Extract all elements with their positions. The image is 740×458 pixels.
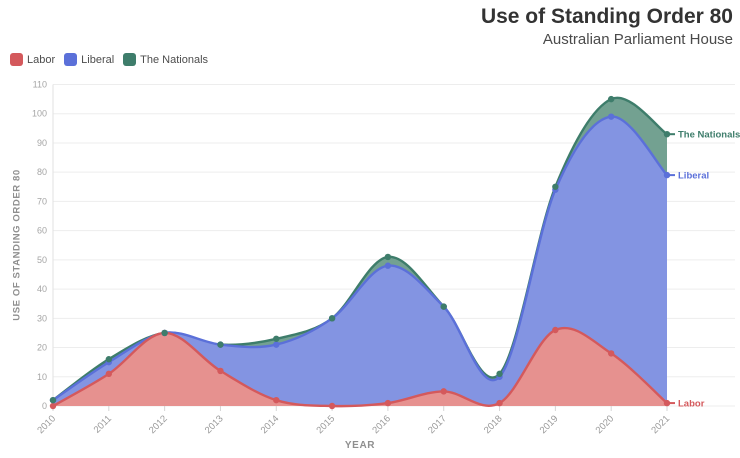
marker-the-nationals[interactable] (49, 396, 57, 404)
marker-the-nationals[interactable] (552, 183, 559, 190)
area-labor (53, 328, 667, 407)
marker-the-nationals[interactable] (105, 356, 113, 363)
marker-labor[interactable] (49, 402, 57, 410)
marker-liberal[interactable] (607, 113, 615, 120)
marker-the-nationals[interactable] (440, 303, 447, 310)
y-tick-label: 30 (37, 313, 47, 323)
marker-liberal[interactable] (663, 171, 671, 179)
marker-labor[interactable] (440, 388, 447, 395)
x-tick-label: 2012 (147, 413, 170, 436)
marker-labor[interactable] (105, 370, 113, 378)
x-tick-label: 2010 (35, 413, 58, 436)
legend-item-liberal[interactable]: Liberal (64, 53, 114, 66)
legend-label-labor: Labor (27, 53, 56, 66)
y-tick-label: 60 (37, 226, 47, 236)
x-tick-label: 2019 (538, 413, 561, 436)
legend-label-liberal: Liberal (81, 53, 115, 66)
marker-labor[interactable] (273, 396, 280, 404)
x-tick-label: 2011 (92, 413, 114, 435)
y-tick-label: 40 (37, 284, 47, 294)
x-tick-label: 2015 (314, 413, 337, 436)
marker-labor[interactable] (217, 367, 224, 375)
marker-the-nationals[interactable] (496, 370, 503, 378)
marker-labor[interactable] (552, 326, 559, 334)
x-tick-label: 2014 (259, 413, 282, 436)
marker-the-nationals[interactable] (663, 130, 671, 138)
y-tick-label: 80 (37, 167, 47, 177)
x-tick-label: 2021 (649, 413, 672, 436)
x-tick-label: 2013 (203, 413, 226, 436)
marker-the-nationals[interactable] (161, 329, 168, 337)
y-tick-label: 10 (37, 372, 47, 382)
end-label-the-nationals: The Nationals (678, 130, 740, 141)
legend-label-the-nationals: The Nationals (140, 53, 209, 66)
marker-labor[interactable] (384, 399, 392, 407)
y-tick-label: 70 (37, 196, 47, 206)
legend-swatch-labor (10, 53, 23, 66)
end-label-labor: Labor (678, 399, 705, 410)
marker-labor[interactable] (607, 350, 615, 357)
marker-the-nationals[interactable] (384, 253, 392, 261)
marker-labor[interactable] (328, 402, 336, 410)
marker-liberal[interactable] (273, 341, 280, 348)
x-tick-label: 2020 (594, 413, 617, 436)
legend-swatch-liberal (64, 53, 78, 66)
y-tick-label: 90 (37, 138, 47, 148)
x-tick-label: 2016 (370, 413, 393, 436)
y-tick-label: 110 (33, 80, 47, 90)
marker-the-nationals[interactable] (273, 335, 280, 342)
y-tick-label: 50 (37, 255, 47, 265)
marker-liberal[interactable] (384, 262, 392, 269)
title-block: Use of Standing Order 80 Australian Parl… (481, 5, 733, 48)
x-tick-label: 2017 (426, 413, 449, 436)
y-tick-label: 100 (32, 109, 47, 119)
legend: Labor Liberal The Nationals (10, 53, 208, 66)
marker-labor[interactable] (663, 399, 671, 407)
y-tick-label: 0 (42, 401, 47, 411)
chart-title: Use of Standing Order 80 (480, 5, 733, 28)
y-tick-label: 20 (37, 343, 47, 353)
end-label-liberal: Liberal (678, 171, 709, 182)
legend-item-labor[interactable]: Labor (10, 53, 55, 66)
x-axis-title: YEAR (344, 440, 376, 451)
chart-subtitle: Australian Parliament House (542, 31, 733, 49)
marker-labor[interactable] (496, 399, 503, 407)
marker-the-nationals[interactable] (607, 95, 615, 103)
x-tick-label: 2018 (482, 413, 505, 436)
marker-the-nationals[interactable] (217, 341, 224, 348)
legend-swatch-the-nationals (123, 53, 137, 66)
line-labor (51, 327, 669, 408)
marker-the-nationals[interactable] (328, 315, 336, 322)
y-axis-title: USE OF STANDING ORDER 80 (11, 169, 23, 321)
legend-item-the-nationals[interactable]: The Nationals (123, 53, 208, 66)
